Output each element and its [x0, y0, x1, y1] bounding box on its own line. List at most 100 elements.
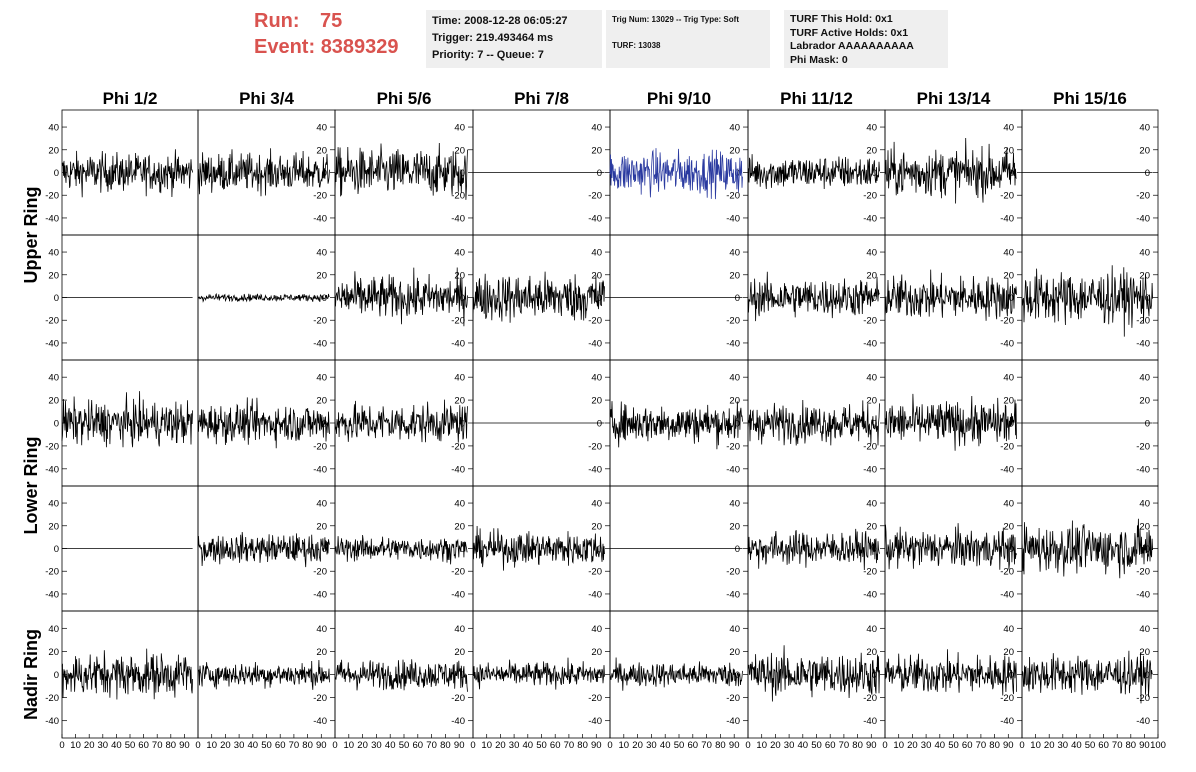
ytick-label-r1-c6-3: 20: [866, 145, 877, 156]
xtick-label-c2-3: 30: [234, 740, 245, 751]
waveform-r5-c7: [884, 649, 1017, 696]
ytick-label-r5-c8-1: -20: [1136, 693, 1150, 704]
ytick-label-r2-c5-0: -40: [726, 338, 740, 349]
xtick-label-c5-2: 20: [632, 740, 643, 751]
ytick-label-r3-c1-4: 40: [48, 373, 59, 384]
xtick-label-c5-4: 40: [660, 740, 671, 751]
xtick-label-c4-3: 30: [509, 740, 520, 751]
xtick-label-c8-1: 10: [1030, 740, 1041, 751]
ytick-label-r4-c4-2: 0: [597, 544, 602, 555]
ytick-label-r2-c4-4: 40: [591, 248, 602, 259]
ytick-label-r2-c7-4: 40: [1003, 248, 1014, 259]
ytick-label-r4-c8-1: -20: [1136, 567, 1150, 578]
xtick-label-c3-0: 0: [332, 740, 337, 751]
ytick-label-r5-c1-2: 0: [54, 670, 59, 681]
waveform-r5-c3: [334, 659, 468, 692]
ytick-label-r2-c2-3: 20: [316, 270, 327, 281]
ytick-label-r5-c7-0: -40: [1000, 716, 1014, 727]
time-info-box: Time: 2008-12-28 06:05:27 Trigger: 219.4…: [426, 10, 602, 68]
ytick-label-r2-c3-0: -40: [451, 338, 465, 349]
xtick-label-c3-2: 20: [357, 740, 368, 751]
ytick-label-r5-c8-0: -40: [1136, 716, 1150, 727]
ytick-label-r4-c2-1: -20: [313, 567, 327, 578]
ytick-label-r1-c1-1: -20: [45, 191, 59, 202]
ytick-label-r2-c6-3: 20: [866, 270, 877, 281]
xtick-label-c8-10: 100: [1150, 740, 1166, 751]
ytick-label-r3-c7-0: -40: [1000, 464, 1014, 475]
trigger-info-box: Trig Num: 13029 -- Trig Type: Soft TURF:…: [606, 10, 770, 68]
xtick-label-c7-2: 20: [907, 740, 918, 751]
ytick-label-r4-c7-4: 40: [1003, 499, 1014, 510]
xtick-label-c4-1: 10: [481, 740, 492, 751]
ytick-label-r3-c6-4: 40: [866, 373, 877, 384]
ytick-label-r2-c2-4: 40: [316, 248, 327, 259]
ytick-label-r1-c4-3: 20: [591, 145, 602, 156]
ytick-label-r4-c7-1: -20: [1000, 567, 1014, 578]
ytick-label-r4-c4-0: -40: [588, 589, 602, 600]
ytick-label-r5-c2-0: -40: [313, 716, 327, 727]
xtick-label-c5-7: 70: [701, 740, 712, 751]
ytick-label-r5-c8-2: 0: [1145, 670, 1150, 681]
xtick-label-c7-5: 50: [948, 740, 959, 751]
ytick-label-r4-c4-3: 20: [591, 521, 602, 532]
xtick-label-c4-7: 70: [564, 740, 575, 751]
ytick-label-r4-c5-4: 40: [729, 499, 740, 510]
ytick-label-r4-c1-0: -40: [45, 589, 59, 600]
xtick-label-c8-0: 0: [1019, 740, 1024, 751]
waveform-r1-c7: [884, 137, 1017, 204]
xtick-label-c3-9: 90: [454, 740, 465, 751]
ytick-label-r2-c7-1: -20: [1000, 316, 1014, 327]
waveform-r2-c8: [1021, 265, 1153, 337]
waveform-r4-c3: [334, 534, 468, 565]
xtick-label-c8-3: 30: [1058, 740, 1069, 751]
waveform-r1-c2: [197, 148, 330, 197]
xtick-label-c8-8: 80: [1126, 740, 1137, 751]
xtick-label-c6-1: 10: [756, 740, 767, 751]
ytick-label-r2-c5-2: 0: [735, 293, 740, 304]
ytick-label-r4-c6-1: -20: [863, 567, 877, 578]
xtick-label-c3-5: 50: [399, 740, 410, 751]
ytick-label-r4-c5-2: 0: [735, 544, 740, 555]
xtick-label-c3-1: 10: [344, 740, 355, 751]
waveform-r1-c6: [747, 154, 880, 190]
xtick-label-c1-3: 30: [98, 740, 109, 751]
ytick-label-r3-c5-0: -40: [726, 464, 740, 475]
xtick-label-c8-5: 50: [1085, 740, 1096, 751]
ytick-label-r4-c1-2: 0: [54, 544, 59, 555]
run-value: 75: [320, 10, 343, 32]
ytick-label-r3-c4-1: -20: [588, 441, 602, 452]
ytick-label-r4-c8-0: -40: [1136, 589, 1150, 600]
ytick-label-r4-c4-1: -20: [588, 567, 602, 578]
xtick-label-c6-7: 70: [839, 740, 850, 751]
phi-mask-text: Phi Mask: 0: [790, 53, 848, 66]
ytick-label-r4-c3-1: -20: [451, 567, 465, 578]
xtick-label-c2-5: 50: [261, 740, 272, 751]
ytick-label-r5-c1-0: -40: [45, 716, 59, 727]
waveform-r2-c6: [747, 271, 880, 322]
ytick-label-r3-c2-1: -20: [313, 441, 327, 452]
event-line: Event: 8389329: [254, 34, 399, 60]
run-label: Run:: [254, 10, 300, 32]
ytick-label-r3-c8-1: -20: [1136, 441, 1150, 452]
ytick-label-r1-c8-1: -20: [1136, 191, 1150, 202]
ytick-label-r5-c7-4: 40: [1003, 624, 1014, 635]
column-header-8: Phi 15/16: [1053, 89, 1127, 108]
ytick-label-r4-c2-3: 20: [316, 521, 327, 532]
waveform-r5-c6: [747, 645, 880, 702]
xtick-label-c1-5: 50: [125, 740, 136, 751]
ytick-label-r4-c7-3: 20: [1003, 521, 1014, 532]
ytick-label-r3-c6-1: -20: [863, 441, 877, 452]
waveform-r3-c3: [334, 399, 468, 443]
ytick-label-r3-c6-2: 0: [872, 419, 877, 430]
xtick-label-c6-8: 80: [852, 740, 863, 751]
xtick-label-c6-4: 40: [798, 740, 809, 751]
ytick-label-r2-c6-4: 40: [866, 248, 877, 259]
xtick-label-c1-2: 20: [84, 740, 95, 751]
waveform-r3-c6: [747, 399, 880, 446]
ytick-label-r5-c5-2: 0: [735, 670, 740, 681]
ytick-label-r2-c2-0: -40: [313, 338, 327, 349]
ytick-label-r3-c4-2: 0: [597, 419, 602, 430]
xtick-label-c6-0: 0: [745, 740, 750, 751]
ytick-label-r2-c5-3: 20: [729, 270, 740, 281]
waveform-r5-c4: [472, 657, 605, 690]
